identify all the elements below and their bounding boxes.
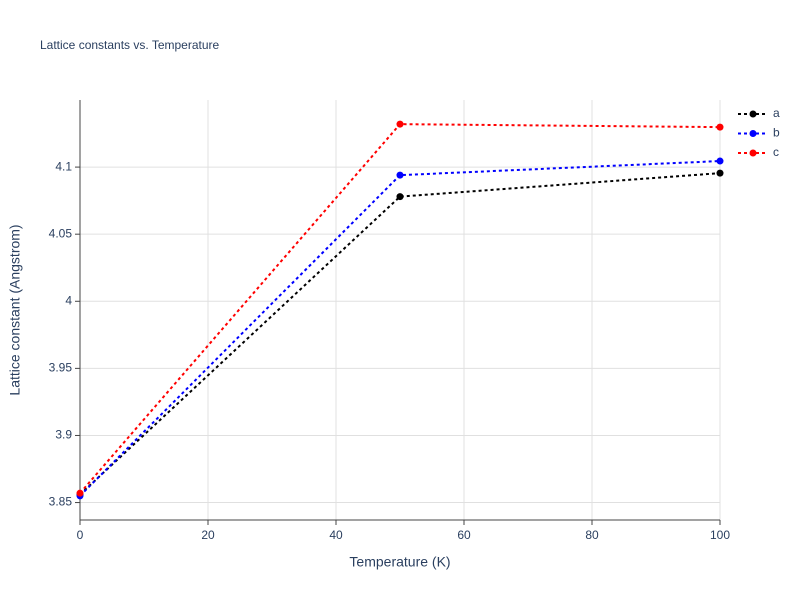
y-tick-label: 3.85 bbox=[49, 495, 73, 509]
x-tick-label: 0 bbox=[77, 528, 84, 542]
x-tick-label: 80 bbox=[585, 528, 599, 542]
data-point bbox=[716, 157, 724, 165]
data-point bbox=[396, 171, 404, 179]
data-point bbox=[76, 489, 84, 497]
legend-marker bbox=[749, 130, 757, 137]
x-tick-label: 40 bbox=[329, 528, 343, 542]
y-tick-label: 4 bbox=[65, 293, 72, 307]
series-line bbox=[79, 160, 721, 497]
y-axis-label: Lattice constant (Angstrom) bbox=[7, 224, 23, 395]
series-line bbox=[79, 172, 721, 496]
y-tick-label: 3.9 bbox=[55, 428, 72, 442]
x-tick-label: 60 bbox=[457, 528, 471, 542]
data-point bbox=[716, 123, 724, 131]
x-tick-label: 100 bbox=[710, 528, 730, 542]
x-axis-label: Temperature (K) bbox=[349, 554, 450, 570]
legend-label: a bbox=[773, 106, 780, 120]
legend-marker bbox=[749, 149, 757, 157]
legend-label: c bbox=[773, 145, 779, 159]
data-point bbox=[716, 169, 724, 177]
data-point bbox=[396, 120, 404, 128]
y-tick-label: 4.1 bbox=[55, 159, 72, 173]
x-tick-label: 20 bbox=[201, 528, 215, 542]
y-tick-label: 4.05 bbox=[49, 226, 73, 240]
legend-label: b bbox=[773, 126, 780, 140]
legend-marker bbox=[749, 110, 757, 118]
data-point bbox=[396, 193, 404, 201]
y-tick-label: 3.95 bbox=[49, 361, 73, 375]
chart-title: Lattice constants vs. Temperature bbox=[40, 38, 220, 52]
